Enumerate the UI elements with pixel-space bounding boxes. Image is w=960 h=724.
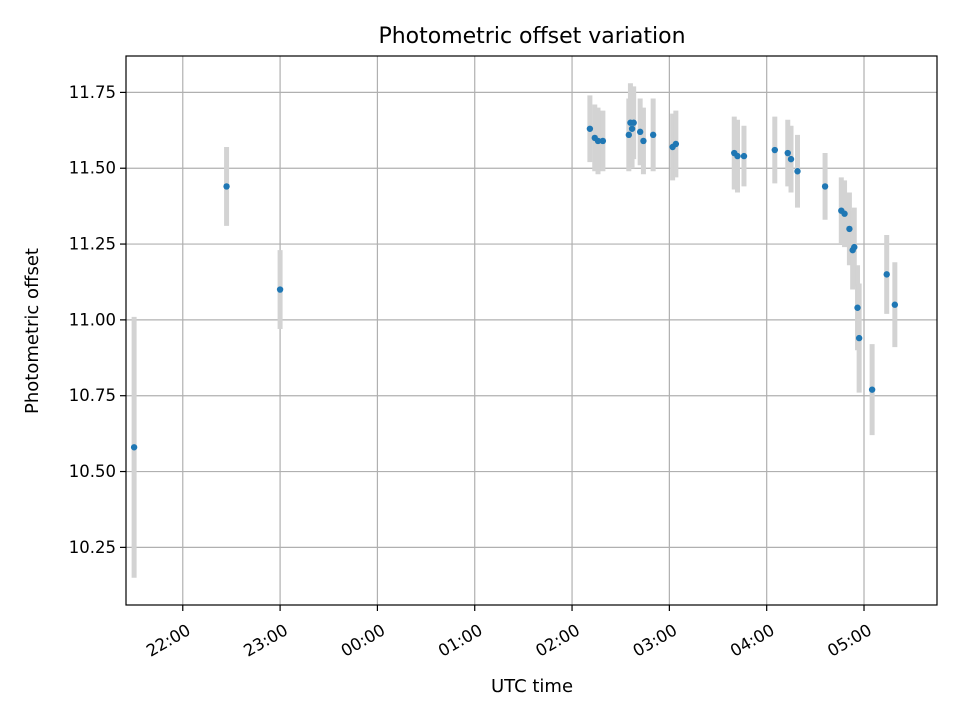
data-point xyxy=(891,301,899,308)
y-tick-label: 11.50 xyxy=(69,159,116,178)
y-tick-label: 10.50 xyxy=(69,462,116,481)
y-tick-label: 11.75 xyxy=(69,83,116,102)
plot-frame xyxy=(125,55,938,606)
data-point xyxy=(740,152,748,160)
data-point xyxy=(130,444,138,451)
data-point xyxy=(649,131,657,139)
data-point xyxy=(794,168,801,175)
data-point xyxy=(883,271,890,278)
data-point xyxy=(276,286,284,293)
data-point xyxy=(223,183,230,190)
data-point xyxy=(640,137,647,145)
data-point xyxy=(599,137,607,145)
data-point xyxy=(628,125,636,132)
data-point xyxy=(851,243,858,251)
data-point xyxy=(868,386,876,393)
chart-title: Photometric offset variation xyxy=(378,24,685,49)
data-point xyxy=(672,140,680,148)
data-points xyxy=(130,119,899,451)
data-point xyxy=(771,146,778,154)
grid-lines xyxy=(126,56,937,605)
data-point xyxy=(636,128,644,136)
data-point xyxy=(841,210,848,217)
data-point xyxy=(630,119,637,126)
y-tick-label: 10.25 xyxy=(69,538,116,557)
y-tick-label: 11.00 xyxy=(69,310,116,329)
y-tick-label: 10.75 xyxy=(69,386,116,405)
data-point xyxy=(787,155,795,163)
y-tick-label: 11.25 xyxy=(69,235,116,254)
y-axis-label: Photometric offset xyxy=(22,248,43,414)
data-point xyxy=(855,334,863,342)
x-axis-label: UTC time xyxy=(491,676,573,697)
data-point xyxy=(734,152,741,160)
data-point xyxy=(784,149,791,157)
data-point xyxy=(854,304,861,311)
data-point xyxy=(586,125,594,132)
data-point xyxy=(625,131,633,139)
data-point xyxy=(821,183,829,190)
data-point xyxy=(846,225,853,233)
data-point xyxy=(594,137,602,145)
